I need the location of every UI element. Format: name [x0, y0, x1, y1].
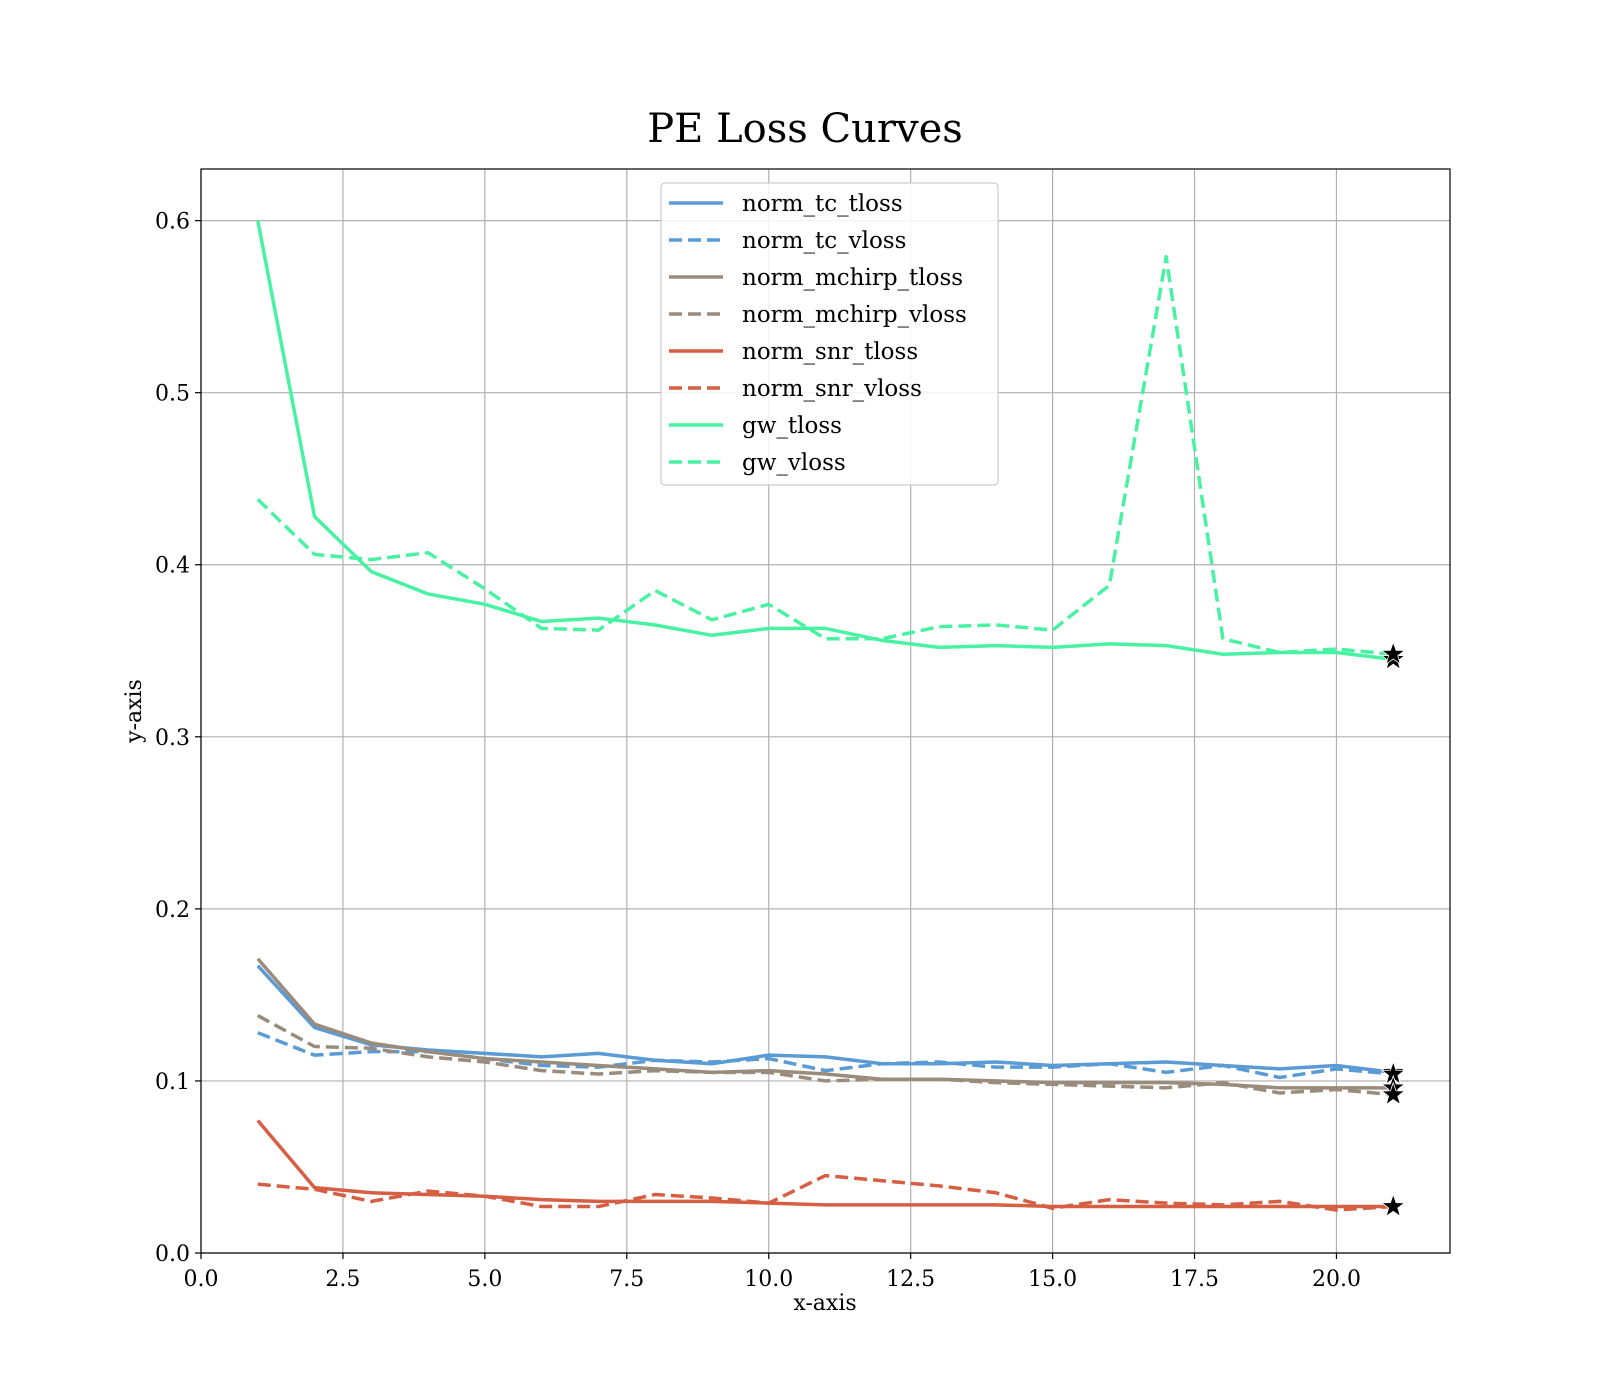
y-tick-label: 0.4 — [155, 554, 190, 579]
star-marker — [1380, 1081, 1406, 1106]
legend-label: norm_mchirp_tloss — [742, 265, 963, 291]
x-tick-label: 7.5 — [609, 1267, 644, 1292]
series-gw-tloss — [256, 220, 1394, 662]
chart-title: PE Loss Curves — [647, 106, 963, 152]
series-gw-vloss — [256, 255, 1394, 656]
x-tick-label: 0.0 — [184, 1267, 219, 1292]
y-tick-label: 0.6 — [155, 210, 190, 235]
star-marker — [1380, 641, 1406, 665]
y-tick-label: 0.1 — [155, 1070, 190, 1095]
legend-label: norm_snr_vloss — [742, 376, 922, 402]
x-tick-label: 17.5 — [1170, 1267, 1219, 1292]
x-axis: 0.0 2.5 5.0 7.5 10.0 12.5 15.0 17.5 20.0 — [184, 1253, 1361, 1292]
x-tick-label: 12.5 — [886, 1267, 935, 1292]
x-tick-label: 20.0 — [1312, 1267, 1361, 1292]
star-marker — [1380, 1193, 1406, 1218]
x-tick-label: 2.5 — [325, 1267, 360, 1292]
plot-area — [256, 220, 1394, 1212]
legend: norm_tc_tloss norm_tc_vloss norm_mchirp_tl… — [660, 182, 999, 486]
legend-label: norm_tc_vloss — [742, 228, 906, 254]
x-tick-label: 15.0 — [1028, 1267, 1077, 1292]
x-tick-label: 5.0 — [467, 1267, 502, 1292]
plot-frame — [200, 168, 1451, 1254]
y-axis-label: y-axis — [122, 679, 147, 744]
series-norm-tc-tloss — [256, 964, 1394, 1075]
legend-label: gw_vloss — [742, 450, 846, 476]
y-tick-label: 0.5 — [155, 382, 190, 407]
end-markers — [1380, 641, 1406, 1218]
y-tick-label: 0.0 — [155, 1242, 190, 1267]
legend-box — [660, 182, 999, 486]
legend-label: gw_tloss — [742, 413, 842, 439]
y-tick-label: 0.2 — [155, 898, 190, 923]
series-norm-mchirp-tloss — [256, 957, 1394, 1090]
legend-label: norm_mchirp_vloss — [742, 302, 967, 328]
x-axis-label: x-axis — [793, 1291, 856, 1316]
legend-label: norm_snr_tloss — [742, 339, 918, 365]
legend-label: norm_tc_tloss — [742, 191, 903, 217]
y-axis: 0.0 0.1 0.2 0.3 0.4 0.5 0.6 — [155, 210, 201, 1267]
y-tick-label: 0.3 — [155, 726, 190, 751]
series-norm-mchirp-vloss — [256, 1014, 1394, 1097]
series-norm-snr-tloss — [256, 1119, 1394, 1209]
series-norm-snr-vloss — [257, 1173, 1394, 1212]
x-tick-label: 10.0 — [744, 1267, 793, 1292]
